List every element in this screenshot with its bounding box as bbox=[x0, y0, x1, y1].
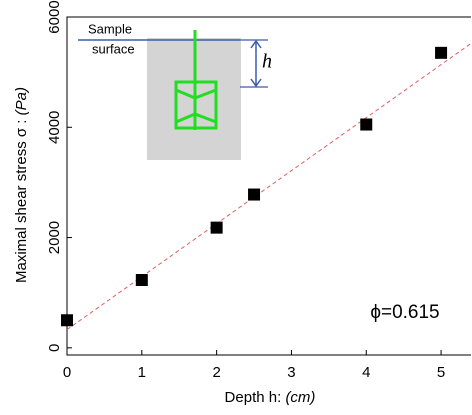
x-tick-label: 4 bbox=[362, 364, 370, 381]
x-tick-label: 5 bbox=[437, 364, 445, 381]
x-tick-label: 2 bbox=[212, 364, 220, 381]
x-tick-label: 1 bbox=[138, 364, 146, 381]
x-label-text: Depth h: bbox=[225, 389, 282, 406]
y-tick-label: 0 bbox=[46, 344, 63, 352]
x-tick-label: 0 bbox=[63, 364, 71, 381]
inset-diagram: Sample surface h bbox=[78, 21, 272, 160]
inset-label: Sample bbox=[88, 21, 132, 36]
data-point bbox=[435, 46, 448, 59]
y-label-text: Maximal shear stress σ : bbox=[13, 115, 30, 283]
fit-line bbox=[66, 43, 472, 331]
y-axis-label: Maximal shear stress σ : (Pa) bbox=[13, 87, 30, 283]
y-label-unit: (Pa) bbox=[13, 87, 30, 115]
arrow-heads bbox=[250, 39, 262, 88]
y-tick-label: 2000 bbox=[46, 221, 63, 254]
x-label-unit: (cm) bbox=[285, 389, 315, 406]
data-point bbox=[210, 221, 223, 234]
data-point bbox=[135, 274, 148, 287]
data-point bbox=[61, 314, 73, 327]
x-axis-label: Depth h: (cm) bbox=[225, 389, 316, 406]
x-tick-label: 3 bbox=[287, 364, 295, 381]
y-tick-label: 6000 bbox=[46, 0, 63, 33]
y-tick-label: 4000 bbox=[46, 111, 63, 144]
data-point bbox=[248, 188, 261, 201]
annotation: ϕ=0.615 bbox=[370, 302, 439, 323]
dimension-label: h bbox=[262, 51, 272, 73]
axis-frame bbox=[66, 16, 471, 356]
vane bbox=[174, 30, 218, 130]
data-point bbox=[360, 118, 373, 131]
inset-label: surface bbox=[92, 41, 135, 56]
